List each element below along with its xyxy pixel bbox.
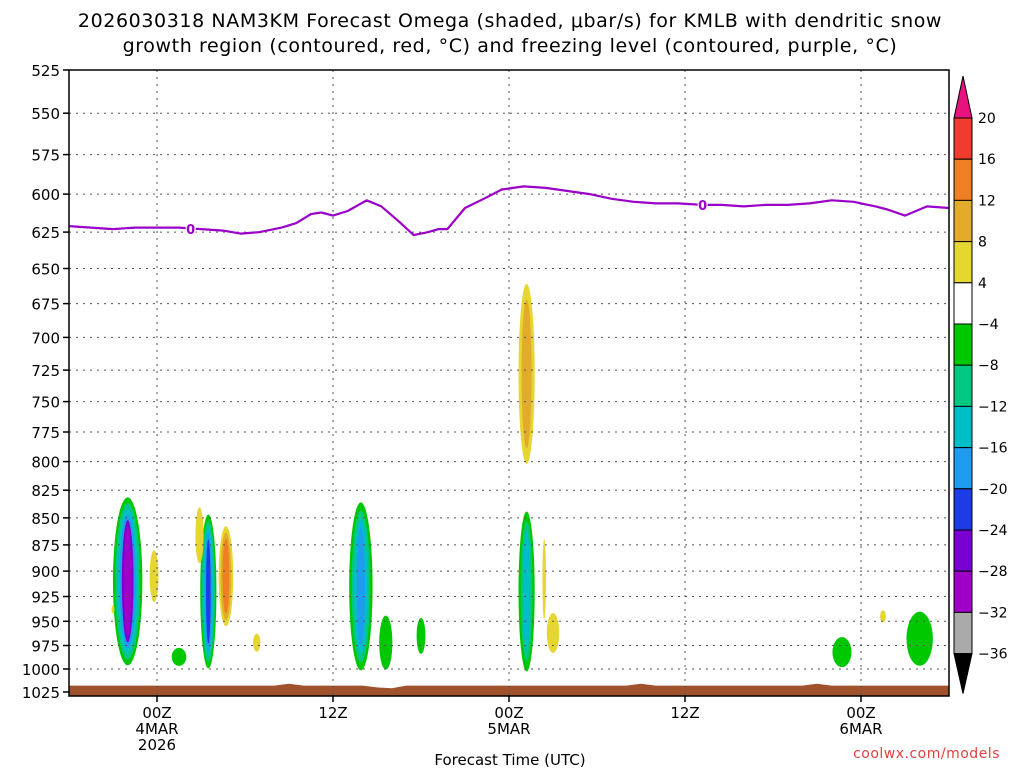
y-tick-label-900: 900 [31,563,60,581]
y-tick-label-950: 950 [31,613,60,631]
y-tick-label-550: 550 [31,105,60,123]
colorbar-label-2: 12 [978,193,996,209]
omega-cell-5-level-0 [195,507,204,564]
colorbar-box-5 [953,323,973,366]
colorbar-label-10: −24 [978,523,1008,539]
omega-cell-11-level-1 [521,299,532,449]
colorbar-label-7: −12 [978,399,1008,415]
y-tick-label-675: 675 [31,296,60,314]
omega-cell-16-level-0 [880,610,886,623]
y-tick-label-875: 875 [31,537,60,555]
y-tick-label-650: 650 [31,261,60,279]
omega-cell-2-level-0 [111,605,115,614]
colorbar-box-6 [953,364,973,407]
colorbar-box-8 [953,447,973,490]
colorbar-bottom-arrow [953,653,973,694]
colorbar-label-5: −4 [978,317,999,333]
omega-cell-12-level-2 [523,531,531,652]
omega-cell-3-level-0 [171,647,187,666]
colorbar-label-0: 20 [978,111,996,127]
omega-cell-15-level-0 [832,637,852,668]
colorbar-box-3 [953,241,973,284]
y-tick-label-800: 800 [31,454,60,472]
colorbar-label-11: −28 [978,564,1008,580]
colorbar-label-9: −20 [978,482,1008,498]
y-tick-label-825: 825 [31,482,60,500]
chart-title-line-2: growth region (contoured, red, °C) and f… [123,35,898,57]
omega-shading-layer [111,283,933,672]
y-tick-label-850: 850 [31,510,60,528]
y-tick-label-575: 575 [31,147,60,165]
freezing-level-label-0: 0 [186,223,195,238]
x-tick-label-30-0: 00Z [494,704,523,722]
colorbar-box-0 [953,117,973,160]
x-tick-label-6-2: 2026 [138,736,176,754]
colorbar-box-10 [953,529,973,572]
omega-colorbar: 20 16 12 8 4 −4 −8 −12 −16 −20 −24 −28 −32 −36 [953,75,1008,694]
omega-cell-0-level-5 [124,525,132,637]
omega-cell-8-level-3 [356,527,365,646]
omega-cell-1-level-0 [149,550,159,603]
x-tick-label-54-0: 00Z [846,704,875,722]
omega-cell-14-level-0 [546,612,560,653]
x-axis-label: Forecast Time (UTC) [434,751,585,768]
x-tick-label-6-1: 4MAR [135,720,178,738]
x-tick-label-30-1: 5MAR [487,720,530,738]
colorbar-box-11 [953,570,973,613]
x-tick-label-42-0: 12Z [670,704,699,722]
omega-cell-13-level-0 [542,539,546,620]
y-tick-label-600: 600 [31,186,60,204]
omega-cell-7-level-0 [253,633,261,652]
colorbar-label-12: −32 [978,605,1008,621]
y-tick-label-975: 975 [31,638,60,656]
y-tick-label-625: 625 [31,224,60,242]
y-tick-label-925: 925 [31,589,60,607]
colorbar-box-7 [953,405,973,449]
omega-cell-10-level-0 [416,617,426,654]
chart-title-line-1: 2026030318 NAM3KM Forecast Omega (shaded… [78,10,942,32]
y-tick-label-525: 525 [31,62,60,80]
colorbar-label-13: −36 [978,647,1008,663]
freezing-label-bg-0 [185,222,196,237]
freezing-level-label-1: 0 [698,199,707,214]
y-tick-label-1000: 1000 [22,661,60,679]
colorbar-box-9 [953,488,973,531]
freezing-level-line [69,185,949,237]
omega-cell-6-level-2 [222,538,230,614]
x-tick-label-54-1: 6MAR [839,720,882,738]
omega-cell-9-level-0 [379,615,393,670]
freezing-level-layer: 00 [69,185,949,238]
terrain-band [69,683,949,696]
colorbar-label-8: −16 [978,441,1008,457]
colorbar-box-12 [953,611,973,655]
x-tick-label-6-0: 00Z [142,704,171,722]
colorbar-box-4 [953,282,973,325]
credit-text: coolwx.com/models [853,746,1000,762]
terrain-layer [69,683,949,696]
colorbar-label-1: 16 [978,152,996,168]
colorbar-label-3: 8 [978,235,987,251]
omega-cell-17-level-0 [906,611,933,666]
y-tick-label-700: 700 [31,329,60,347]
colorbar-box-2 [953,199,973,243]
freezing-label-bg-1 [697,197,708,212]
colorbar-label-4: 4 [978,276,987,292]
y-tick-label-775: 775 [31,424,60,442]
x-tick-label-18-0: 12Z [318,704,347,722]
pressure-axis: 525 550 575 600 625 650 675 700 725 750 775 800 825 8… [22,62,69,702]
y-tick-label-750: 750 [31,394,60,412]
colorbar-label-6: −8 [978,358,999,374]
omega-cell-4-level-4 [206,539,211,644]
colorbar-top-arrow [953,75,973,119]
y-tick-label-1025: 1025 [22,684,60,702]
y-tick-label-725: 725 [31,362,60,380]
colorbar-box-1 [953,158,973,201]
